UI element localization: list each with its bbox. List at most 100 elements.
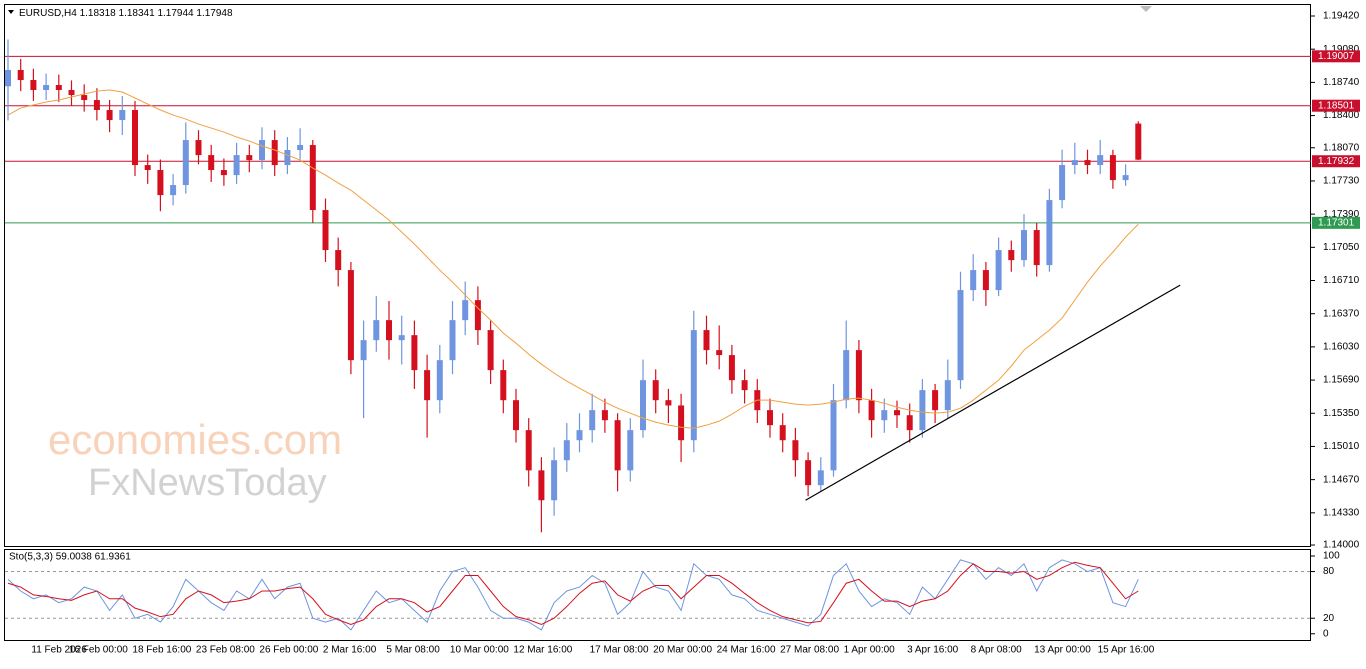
- y-tick-label: 1.16370: [1323, 308, 1360, 319]
- level-label: 1.18501: [1318, 100, 1355, 111]
- candle-body: [525, 430, 532, 471]
- candle-body: [487, 330, 494, 371]
- candle-body: [538, 470, 545, 501]
- candle-body: [132, 109, 138, 166]
- x-tick-label: 18 Feb 16:00: [132, 645, 191, 656]
- menu-arrow: [8, 10, 14, 14]
- x-tick-label: 2 Mar 16:00: [323, 645, 377, 656]
- candle-body: [43, 85, 50, 90]
- candle-body: [157, 170, 164, 196]
- y-tick-label: 1.15690: [1323, 375, 1360, 386]
- candle-body: [779, 425, 786, 441]
- candle-body: [106, 109, 113, 121]
- candle-body: [335, 250, 342, 271]
- candle-body: [1046, 200, 1053, 266]
- watermark: FxNewsToday: [88, 462, 327, 504]
- candle-body: [246, 155, 253, 161]
- candle-body: [932, 390, 939, 411]
- x-tick-label: 20 Mar 00:00: [653, 645, 712, 656]
- main-frame: [4, 4, 1311, 547]
- y-tick-label: 1.17050: [1323, 242, 1360, 253]
- candle-body: [474, 300, 481, 331]
- candle-body: [360, 340, 367, 361]
- candle-body: [1071, 160, 1078, 166]
- candle-body: [906, 415, 913, 431]
- candle-body: [1033, 230, 1040, 266]
- candle-body: [703, 330, 710, 351]
- x-tick-label: 8 Apr 08:00: [971, 645, 1023, 656]
- symbol: EURUSD,H4: [19, 8, 77, 19]
- level-label: 1.19007: [1318, 51, 1355, 62]
- x-tick-label: 17 Mar 08:00: [590, 645, 649, 656]
- x-tick-label: 23 Feb 08:00: [196, 645, 255, 656]
- stochastic-line: [7, 559, 1139, 631]
- y-tick-label: 1.16710: [1323, 275, 1360, 286]
- moving-average: [7, 89, 1139, 429]
- stochastic-line: [7, 561, 1139, 625]
- candle-body: [894, 410, 900, 416]
- candle-body: [195, 140, 202, 156]
- x-tick-label: 12 Mar 16:00: [513, 645, 572, 656]
- level-label-box: [1312, 50, 1360, 63]
- candle-body: [233, 155, 240, 176]
- candle-body: [614, 420, 621, 471]
- candle-body: [1135, 123, 1142, 160]
- x-tick-label: 16 Feb 00:00: [69, 645, 128, 656]
- y-tick-label: 1.18740: [1323, 77, 1360, 88]
- open-value: 1.18318: [80, 8, 117, 19]
- y-tick-label: 1.18070: [1323, 142, 1360, 153]
- x-tick-label: 1 Apr 00:00: [844, 645, 896, 656]
- candle-body: [563, 440, 570, 461]
- chart-header: EURUSD,H4 1.18318 1.18341 1.17944 1.1794…: [19, 8, 233, 19]
- y-tick-label: 20: [1323, 613, 1335, 624]
- candle-body: [208, 155, 215, 171]
- x-tick-label: 3 Apr 16:00: [907, 645, 959, 656]
- x-tick-label: 5 Mar 08:00: [386, 645, 440, 656]
- level-label: 1.17932: [1318, 156, 1355, 167]
- x-tick-label: 10 Mar 00:00: [450, 645, 509, 656]
- x-tick-label: 27 Mar 08:00: [780, 645, 839, 656]
- candle-body: [1084, 160, 1091, 166]
- indicator-title: Sto(5,3,3) 59.0038 61.9361: [9, 552, 131, 563]
- y-tick-label: 1.14330: [1323, 507, 1360, 518]
- candle-body: [944, 380, 951, 411]
- candle-body: [93, 100, 100, 110]
- candle-body: [817, 470, 824, 486]
- candle-body: [81, 95, 88, 101]
- y-tick-label: 1.17730: [1323, 176, 1360, 187]
- candle-body: [716, 350, 723, 356]
- candle-body: [868, 400, 875, 421]
- candle-body: [792, 440, 799, 461]
- level-label-box: [1312, 99, 1360, 112]
- close-value: 1.17948: [196, 8, 233, 19]
- y-tick-label: 1.19080: [1323, 44, 1360, 55]
- candle-body: [68, 89, 75, 96]
- candle-body: [462, 300, 469, 321]
- candle-body: [690, 330, 697, 441]
- x-tick-label: 24 Mar 16:00: [717, 645, 776, 656]
- y-tick-label: 1.14000: [1323, 540, 1360, 551]
- candle-body: [652, 380, 659, 401]
- candle-body: [170, 185, 177, 196]
- candle-body: [1097, 155, 1104, 166]
- candle-body: [728, 355, 735, 381]
- y-tick-label: 1.16030: [1323, 342, 1360, 353]
- candle-body: [1122, 175, 1129, 181]
- candle-body: [297, 145, 304, 151]
- candle-body: [220, 170, 227, 176]
- x-tick-label: 11 Feb 2026: [31, 645, 87, 656]
- candle-body: [627, 430, 634, 471]
- candle-body: [386, 320, 392, 341]
- level-label: 1.17301: [1318, 217, 1355, 228]
- candle-body: [982, 270, 989, 291]
- y-tick-label: 1.18400: [1323, 110, 1360, 121]
- candle-body: [805, 460, 812, 486]
- candle-body: [17, 69, 24, 81]
- y-tick-label: 80: [1323, 566, 1335, 577]
- candle-body: [1021, 230, 1027, 261]
- x-tick-label: 15 Apr 16:00: [1098, 645, 1155, 656]
- candle-body: [576, 430, 583, 441]
